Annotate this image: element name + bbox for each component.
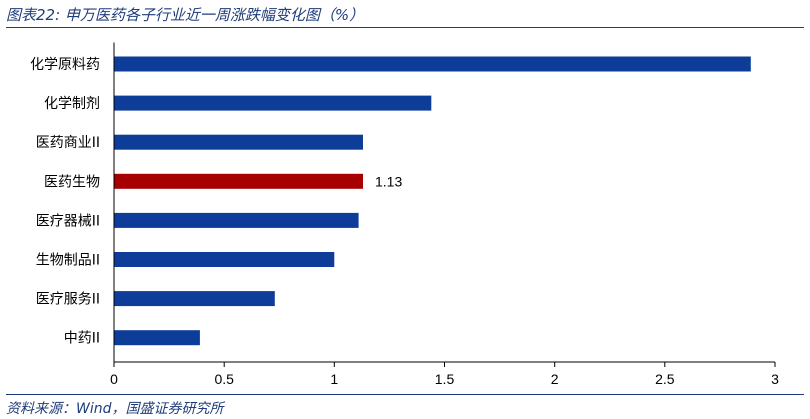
x-tick-label-1: 0 (110, 371, 118, 387)
chart-title: 图表22: 申万医药各子行业近一周涨跌幅变化图（%） (6, 6, 365, 24)
category-label-3: 医药商业II (36, 135, 100, 151)
category-label-2: 化学制剂 (44, 96, 100, 112)
category-label-8: 中药II (64, 331, 100, 347)
category-label-7: 医疗服务II (36, 292, 100, 308)
bar-5 (114, 212, 359, 228)
data-label-1: 1.13 (375, 173, 402, 189)
bars (114, 56, 751, 346)
category-label-6: 生物制品II (36, 253, 100, 269)
source-note: 资料来源：Wind，国盛证券研究所 (6, 401, 224, 417)
category-label-5: 医疗器械II (36, 213, 100, 229)
bar-6 (114, 252, 335, 267)
x-tick-label-3: 1 (330, 371, 338, 387)
data-labels: 1.13 (375, 173, 402, 189)
bar-7 (114, 291, 275, 307)
bar-1 (114, 56, 751, 72)
x-tick-label-2: 0.5 (214, 371, 234, 387)
category-label-4: 医药生物 (44, 174, 100, 190)
x-tick-label-5: 2 (551, 371, 559, 387)
x-axis: 0 0.5 1 1.5 2 2.5 3 (110, 42, 779, 387)
bar-8 (114, 330, 200, 346)
x-tick-label-6: 2.5 (655, 371, 675, 387)
x-tick-label-4: 1.5 (435, 371, 455, 387)
category-label-1: 化学原料药 (30, 57, 100, 73)
footer-divider (6, 394, 804, 395)
bar-4 (114, 173, 363, 189)
bar-2 (114, 95, 432, 111)
title-divider (6, 27, 804, 28)
x-tick-label-7: 3 (771, 371, 779, 387)
bar-3 (114, 134, 363, 150)
